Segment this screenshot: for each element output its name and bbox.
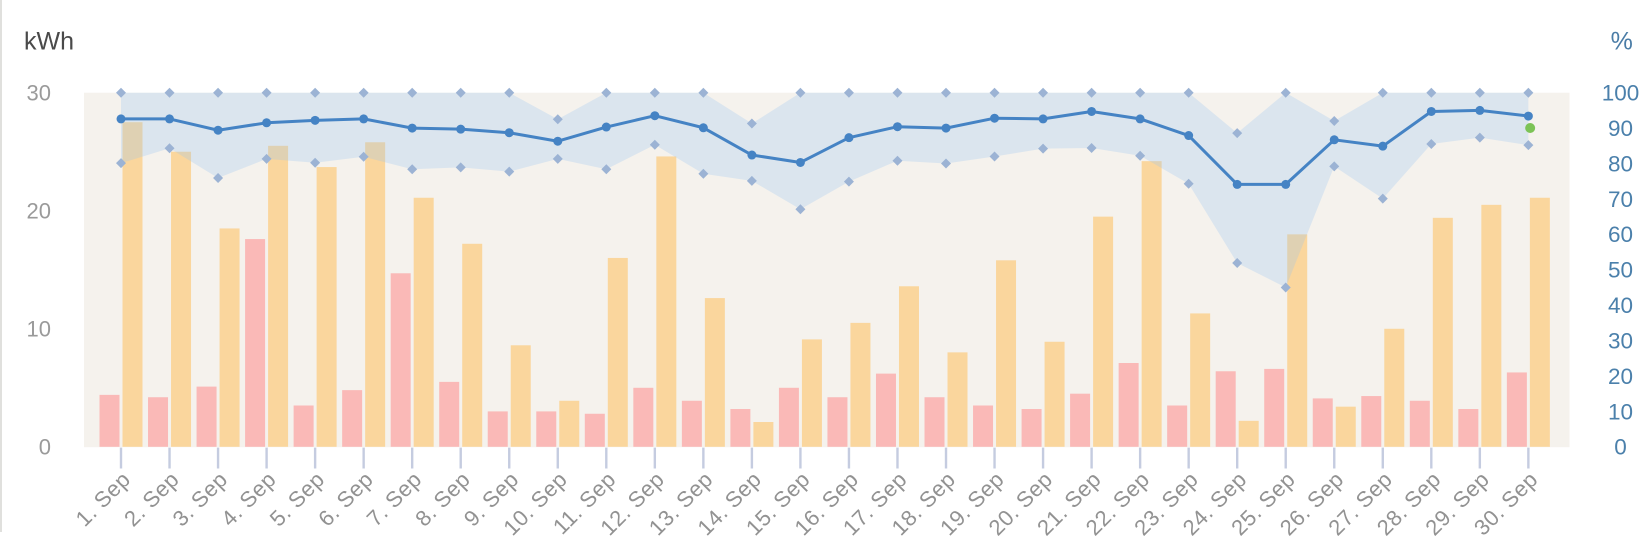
svg-text:90: 90 — [1608, 116, 1633, 141]
svg-text:0: 0 — [39, 435, 51, 460]
svg-text:6. Sep: 6. Sep — [313, 467, 378, 532]
svg-text:3. Sep: 3. Sep — [168, 467, 233, 532]
svg-text:%: % — [1611, 27, 1633, 55]
svg-text:50: 50 — [1608, 258, 1633, 283]
svg-text:10: 10 — [27, 317, 51, 342]
svg-text:4. Sep: 4. Sep — [216, 467, 281, 532]
svg-text:30: 30 — [27, 81, 51, 106]
svg-text:20: 20 — [27, 199, 51, 224]
svg-text:10: 10 — [1608, 399, 1633, 424]
svg-text:7. Sep: 7. Sep — [362, 467, 427, 532]
svg-text:30: 30 — [1608, 329, 1633, 354]
svg-text:1. Sep: 1. Sep — [71, 467, 136, 532]
svg-text:60: 60 — [1608, 222, 1633, 247]
svg-text:2. Sep: 2. Sep — [119, 467, 184, 532]
svg-text:kWh: kWh — [24, 28, 74, 56]
svg-text:20: 20 — [1608, 364, 1633, 389]
svg-text:40: 40 — [1608, 293, 1633, 318]
svg-text:70: 70 — [1608, 187, 1633, 212]
svg-text:5. Sep: 5. Sep — [265, 467, 330, 532]
svg-text:0: 0 — [1614, 435, 1627, 460]
svg-text:80: 80 — [1608, 151, 1633, 176]
svg-text:8. Sep: 8. Sep — [410, 467, 475, 532]
svg-text:100: 100 — [1602, 81, 1640, 106]
